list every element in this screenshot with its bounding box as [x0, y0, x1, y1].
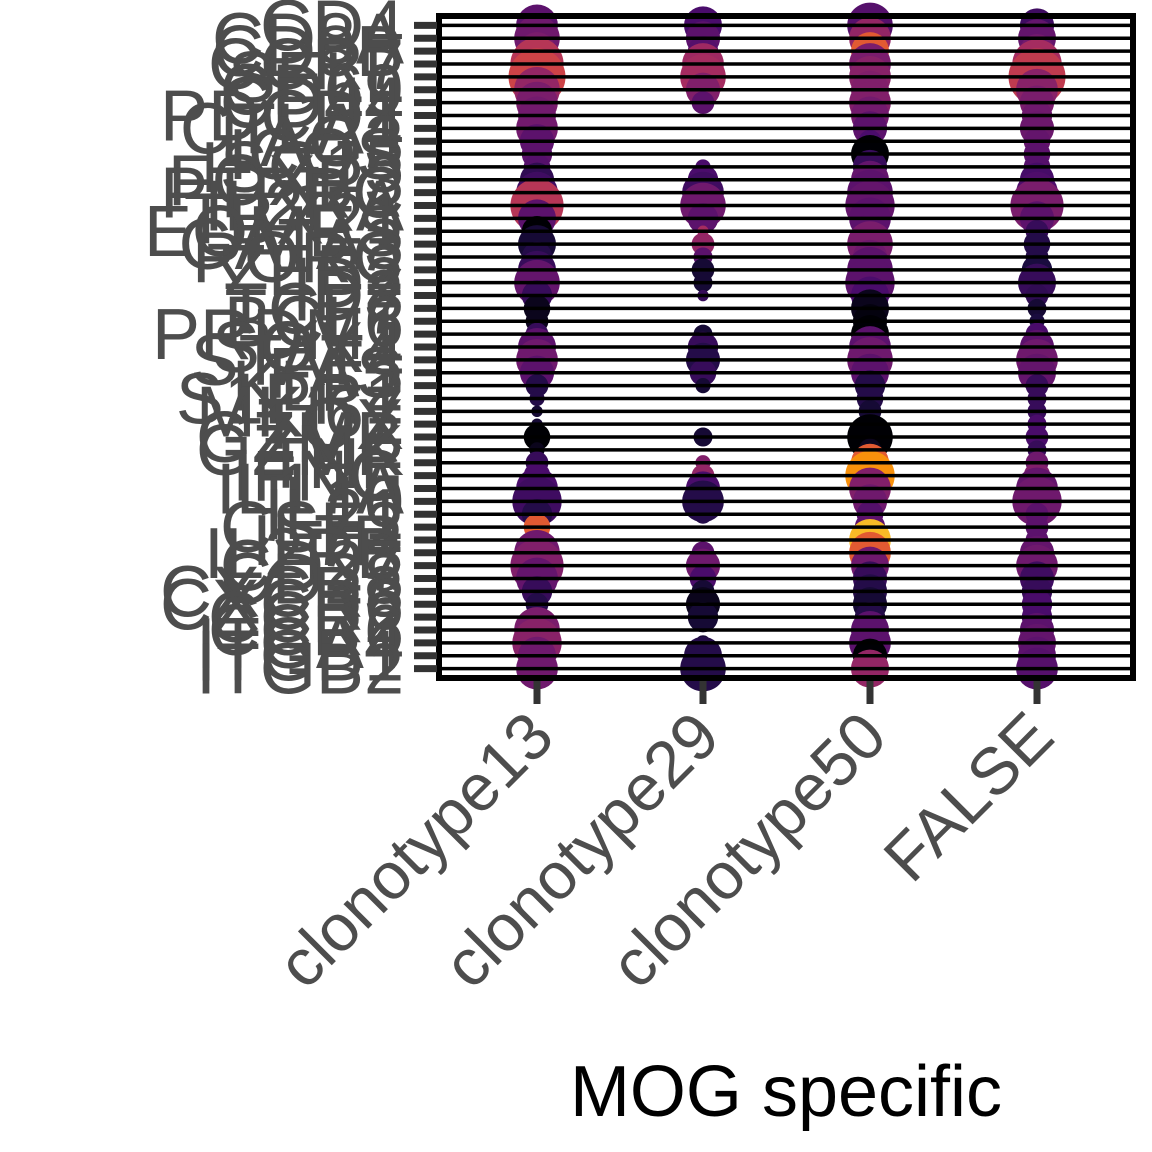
- y-tick-label-isg15: ISG15: [200, 128, 404, 208]
- y-tick-label-klf2: KLF2: [232, 347, 404, 427]
- y-tick-label-cd69: CD69: [220, 51, 404, 131]
- y-tick-label-tcf7: TCF7: [224, 269, 404, 349]
- y-tick-label-ifng: IFNG: [232, 437, 404, 517]
- y-tick-label-bcl6: BCL6: [224, 282, 404, 362]
- y-tick-label-sox4: SOX4: [212, 308, 404, 388]
- y-tick-label-foxp3: FOXP3: [168, 141, 404, 221]
- y-tick-label-itga4: ITGA4: [196, 604, 404, 684]
- y-tick-label-stat4: STAT4: [191, 321, 404, 401]
- y-tick-label-lag3: LAG3: [220, 102, 404, 182]
- y-tick-label-cd44: CD44: [220, 64, 404, 144]
- y-tick-label-gata3: GATA3: [179, 205, 404, 285]
- y-tick-label-csf2: CSF2: [220, 488, 404, 568]
- y-tick-label-zeb2: ZEB2: [224, 231, 404, 311]
- y-tick-label-id3: ID3: [292, 257, 404, 337]
- y-tick-label-cd27: CD27: [220, 527, 404, 607]
- y-tick-label-prdm1: PRDM1: [152, 295, 404, 375]
- y-tick-label-rorc: RORC: [192, 218, 404, 298]
- y-tick-label-il2rb: IL2RB: [204, 514, 404, 594]
- y-tick-label-itgb1: ITGB1: [196, 617, 404, 697]
- y-tick-label-il21: IL21: [264, 475, 404, 555]
- y-tick-label-ccr2: CCR2: [208, 578, 404, 658]
- y-tick-label-ccr6: CCR6: [208, 591, 404, 671]
- y-tick-label-ctla4: CTLA4: [180, 89, 404, 169]
- y-tick-label-il2ra: IL2RA: [204, 167, 404, 247]
- x-axis-title: MOG specific: [570, 1052, 1002, 1132]
- y-tick-label-eomes: EOMES: [144, 192, 404, 272]
- y-tick-label-fas: FAS: [268, 334, 404, 414]
- y-tick-label-mki67: MKI67: [196, 372, 404, 452]
- y-tick-label-cd4: CD4: [260, 0, 404, 66]
- y-tick-label-pdcd1: PDCD1: [160, 76, 404, 156]
- y-tick-label-id2: ID2: [292, 244, 404, 324]
- y-tick-label-ccr7: CCR7: [208, 25, 404, 105]
- y-tick-label-il17a: IL17A: [216, 449, 404, 529]
- y-tick-label-cd8b: CD8B: [212, 12, 404, 92]
- gridlines: [442, 23, 1130, 671]
- plot-panel-border: [436, 13, 1136, 681]
- y-tick-label-icos: ICOS: [228, 115, 404, 195]
- y-tick-label-itgb2: ITGB2: [196, 630, 404, 710]
- y-tick-label-cxcr6: CXCR6: [160, 565, 404, 645]
- y-tick-label-cd8a: CD8A: [212, 0, 404, 79]
- y-tick-label-tox: TOX: [257, 385, 404, 465]
- y-tick-label-tbx21: TBX21: [184, 179, 404, 259]
- y-tick-label-s1pr1: S1PR1: [176, 359, 404, 439]
- y-axis: CD4CD8ACD8BCCR7SELLCD69CD44PDCD1CTLA4LAG…: [144, 0, 437, 710]
- y-tick-label-ptprc: PTPRC: [160, 154, 404, 234]
- y-tick-label-il10: IL10: [264, 462, 404, 542]
- y-tick-label-gzmk: GZMK: [196, 411, 404, 491]
- y-tick-label-il7r: IL7R: [252, 501, 404, 581]
- y-tick-label-cd28: CD28: [220, 540, 404, 620]
- y-tick-label-sell: SELL: [228, 38, 404, 118]
- y-tick-label-tnf: TNF: [264, 424, 404, 504]
- y-tick-label-gzmb: GZMB: [196, 398, 404, 478]
- y-tick-label-cxcr3: CXCR3: [160, 552, 404, 632]
